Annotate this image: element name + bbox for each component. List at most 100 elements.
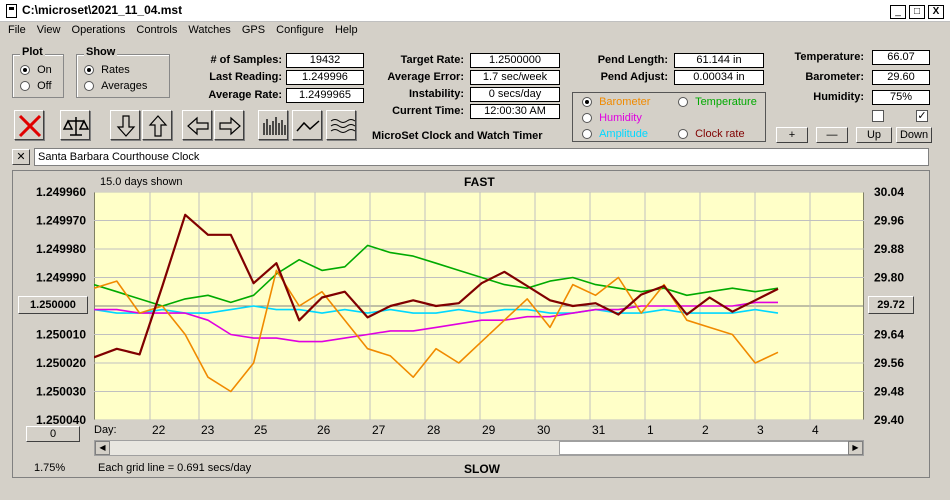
- temperature-reading-value: 66.07: [872, 50, 930, 65]
- radio-indicator: [84, 65, 94, 76]
- temperature-reading-label: Temperature:: [794, 51, 864, 63]
- bars-view-button[interactable]: [258, 110, 288, 140]
- right-tick-label: 30.04: [874, 186, 904, 199]
- samples-value: 19432: [286, 53, 364, 68]
- right-tick-label: 29.96: [874, 214, 904, 228]
- average-rate-value: 1.2499965: [286, 88, 364, 103]
- day-tick-label: 28: [427, 423, 441, 437]
- radio-indicator: [20, 81, 30, 92]
- percent-label: 1.75%: [34, 462, 66, 474]
- app-icon: [6, 4, 17, 18]
- scale-balance-icon: [62, 117, 90, 136]
- day-tick-label: 30: [537, 423, 551, 437]
- instability-label: Instability:: [408, 88, 464, 100]
- radio-indicator: [84, 81, 94, 92]
- series-line-humidity: [94, 301, 778, 343]
- menu-help[interactable]: Help: [334, 24, 358, 36]
- current-time-label: Current Time:: [392, 105, 464, 117]
- left-tick-label: 1.249960: [36, 186, 86, 199]
- clear-clock-button[interactable]: ✕: [12, 149, 30, 165]
- left-center-value-button[interactable]: 1.250000: [18, 296, 88, 314]
- left-tick-label: 1.249970: [36, 214, 86, 228]
- menu-watches[interactable]: Watches: [188, 24, 231, 36]
- show-averages-radio[interactable]: Averages: [84, 80, 147, 92]
- left-tick-label: 1.250020: [36, 356, 86, 370]
- scale-up-button[interactable]: Up: [856, 127, 892, 143]
- amplitude-label: Amplitude: [599, 128, 648, 140]
- clock-rate-label: Clock rate: [695, 128, 745, 140]
- stop-button[interactable]: [14, 110, 44, 140]
- day-tick-label: 26: [317, 423, 331, 437]
- scroll-right-arrow-icon[interactable]: ▶: [848, 441, 863, 455]
- clock-name-field[interactable]: Santa Barbara Courthouse Clock: [34, 148, 929, 166]
- series-selector: [572, 92, 766, 142]
- chart-scrollbar[interactable]: ◀ ▶: [94, 440, 864, 456]
- left-tick-label: 1.250010: [36, 328, 86, 342]
- day-axis: 22 23 25 26 27 28 29 30 31 1 2 3 4: [152, 423, 819, 437]
- humidity-label: Humidity: [599, 112, 642, 124]
- amplitude-radio[interactable]: Amplitude: [582, 128, 648, 140]
- plot-off-label: Off: [37, 80, 52, 92]
- maximize-button[interactable]: □: [909, 5, 925, 19]
- scale-down-button[interactable]: Down: [896, 127, 932, 143]
- scroll-up-button[interactable]: [142, 110, 172, 140]
- balance-button[interactable]: [60, 110, 90, 140]
- right-tick-label: 29.88: [874, 242, 904, 256]
- last-reading-label: Last Reading:: [209, 71, 282, 83]
- samples-label: # of Samples:: [210, 54, 282, 66]
- plot-off-radio[interactable]: Off: [20, 80, 52, 92]
- pend-adjust-label: Pend Adjust:: [600, 71, 668, 83]
- radio-indicator: [582, 97, 592, 108]
- title-bar: C:\microset\2021_11_04.mst _ □ X: [0, 0, 950, 22]
- day-tick-label: 22: [152, 423, 166, 437]
- right-tick-label: 29.64: [874, 328, 904, 342]
- wave-view-button[interactable]: [326, 110, 356, 140]
- radio-indicator: [582, 129, 592, 140]
- menu-gps[interactable]: GPS: [241, 24, 266, 36]
- menu-file[interactable]: File: [8, 24, 26, 36]
- option-checkbox-left[interactable]: [872, 110, 884, 122]
- left-tick-label: 1.250040: [36, 413, 86, 426]
- show-group: [76, 54, 170, 98]
- instability-value: 0 secs/day: [470, 87, 560, 102]
- scroll-left-button[interactable]: [182, 110, 212, 140]
- wave-icon: [330, 119, 356, 133]
- show-rates-label: Rates: [101, 64, 130, 76]
- show-rates-radio[interactable]: Rates: [84, 64, 130, 76]
- scroll-left-arrow-icon[interactable]: ◀: [95, 441, 110, 455]
- window-title: C:\microset\2021_11_04.mst: [22, 3, 183, 17]
- day-tick-label: 25: [254, 423, 268, 437]
- right-center-value-button[interactable]: 29.72: [868, 296, 914, 314]
- line-view-button[interactable]: [292, 110, 322, 140]
- pend-length-value: 61.144 in: [674, 53, 764, 68]
- radio-indicator: [678, 129, 688, 140]
- humidity-radio[interactable]: Humidity: [582, 112, 642, 124]
- pend-adjust-value: 0.00034 in: [674, 70, 764, 85]
- series-line-temperature: [94, 244, 779, 307]
- menu-view[interactable]: View: [36, 24, 61, 36]
- menu-operations[interactable]: Operations: [71, 24, 126, 36]
- target-rate-label: Target Rate:: [400, 54, 464, 66]
- scroll-down-button[interactable]: [110, 110, 140, 140]
- scale-plus-button[interactable]: +: [776, 127, 808, 143]
- scroll-right-button[interactable]: [214, 110, 244, 140]
- option-checkbox-right[interactable]: ✓: [916, 110, 928, 122]
- barometer-reading-label: Barometer:: [805, 71, 864, 83]
- temperature-label: Temperature: [695, 96, 757, 108]
- temperature-radio[interactable]: Temperature: [678, 96, 757, 108]
- rate-chart: [94, 192, 864, 420]
- menu-controls[interactable]: Controls: [136, 24, 178, 36]
- barometer-radio[interactable]: Barometer: [582, 96, 650, 108]
- plot-on-radio[interactable]: On: [20, 64, 52, 76]
- offset-value-button[interactable]: 0: [26, 426, 80, 442]
- scale-minus-button[interactable]: —: [816, 127, 848, 143]
- menu-configure[interactable]: Configure: [276, 24, 324, 36]
- day-tick-label: 29: [482, 423, 496, 437]
- minimize-button[interactable]: _: [890, 5, 906, 19]
- left-tick-label: 1.250030: [36, 385, 86, 399]
- clock-rate-radio[interactable]: Clock rate: [678, 128, 745, 140]
- right-tick-label: 29.40: [874, 413, 904, 426]
- scrollbar-thumb[interactable]: [559, 441, 849, 455]
- close-button[interactable]: X: [928, 5, 944, 19]
- right-tick-label: 29.48: [874, 385, 904, 399]
